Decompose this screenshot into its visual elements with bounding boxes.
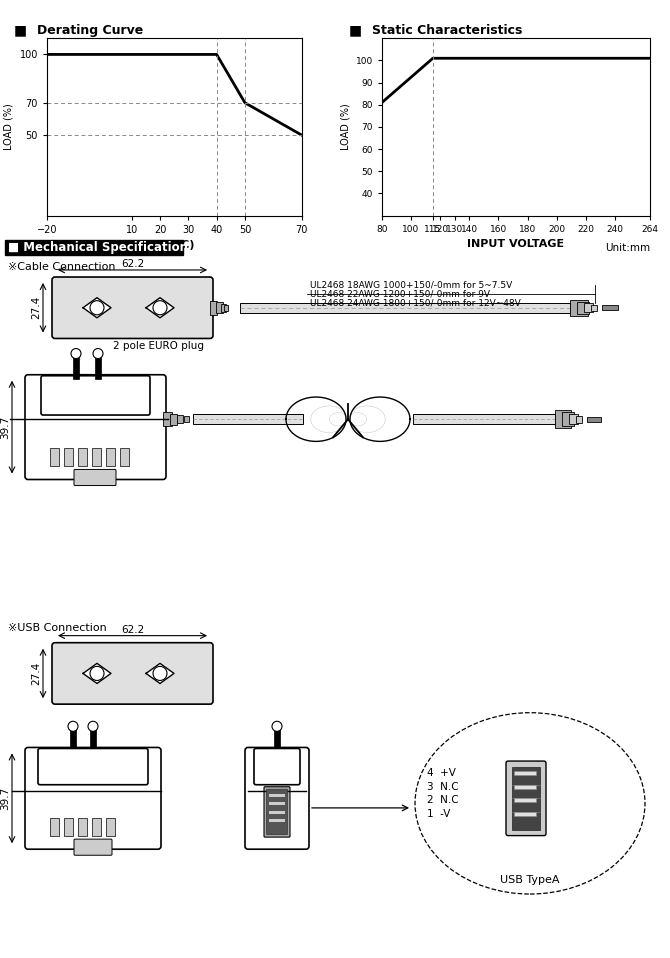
Bar (587, 417, 601, 422)
Text: 1  -V: 1 -V (427, 809, 450, 819)
Polygon shape (83, 298, 111, 318)
FancyBboxPatch shape (74, 839, 112, 855)
Circle shape (272, 721, 282, 731)
Text: ※USB Connection: ※USB Connection (8, 623, 107, 632)
Bar (269, 819, 285, 822)
FancyBboxPatch shape (41, 376, 150, 415)
FancyBboxPatch shape (25, 747, 161, 849)
Bar (92, 448, 101, 467)
Bar (514, 785, 536, 788)
Text: UL2468 22AWG 1200+150/-0mm for 9V: UL2468 22AWG 1200+150/-0mm for 9V (310, 289, 490, 299)
Bar (269, 794, 285, 797)
Text: 62.2: 62.2 (121, 625, 144, 634)
Bar (514, 771, 536, 775)
Circle shape (93, 349, 103, 358)
Text: 3  N.C: 3 N.C (427, 782, 459, 791)
Bar (184, 416, 189, 422)
Text: Derating Curve: Derating Curve (37, 24, 143, 37)
Bar (163, 412, 172, 426)
Text: UL2468 18AWG 1000+150/-0mm for 5~7.5V: UL2468 18AWG 1000+150/-0mm for 5~7.5V (310, 281, 513, 289)
FancyBboxPatch shape (38, 748, 148, 785)
Bar (177, 415, 183, 423)
Bar (90, 723, 96, 748)
Text: ■: ■ (13, 24, 27, 37)
FancyBboxPatch shape (25, 375, 166, 480)
Text: ■: ■ (348, 24, 362, 37)
Bar (70, 723, 76, 748)
FancyBboxPatch shape (506, 761, 546, 835)
Bar (591, 305, 597, 310)
Bar (570, 300, 588, 316)
Text: Unit:mm: Unit:mm (605, 242, 650, 253)
Bar (514, 812, 536, 816)
Bar (106, 818, 115, 836)
Polygon shape (146, 663, 174, 683)
FancyBboxPatch shape (245, 747, 309, 849)
Bar (269, 810, 285, 814)
Bar (64, 818, 73, 836)
Circle shape (71, 349, 81, 358)
Bar (577, 302, 589, 314)
Bar (555, 410, 571, 428)
Bar (106, 448, 115, 467)
Bar (512, 767, 540, 830)
Bar (569, 414, 578, 424)
Text: 39.7: 39.7 (0, 416, 10, 439)
Bar (50, 448, 59, 467)
Bar (5, 240, 183, 255)
Bar (240, 303, 570, 312)
Text: ※Cable Connection: ※Cable Connection (8, 262, 115, 272)
Bar (78, 818, 87, 836)
Bar (269, 802, 285, 805)
FancyBboxPatch shape (254, 748, 300, 785)
Bar (576, 416, 582, 422)
Text: UL2468 24AWG 1800+150/-0mm for 12V~48V: UL2468 24AWG 1800+150/-0mm for 12V~48V (310, 299, 521, 308)
Text: ■ Mechanical Specification: ■ Mechanical Specification (8, 241, 188, 254)
Text: 39.7: 39.7 (0, 787, 10, 810)
Bar (170, 414, 177, 424)
Bar (64, 448, 73, 467)
Bar (193, 414, 303, 424)
Bar (78, 448, 87, 467)
Bar (221, 304, 226, 311)
Bar (216, 302, 222, 313)
FancyBboxPatch shape (74, 469, 116, 486)
Bar (413, 414, 555, 424)
Bar (602, 306, 618, 310)
Bar (120, 448, 129, 467)
Text: Static Characteristics: Static Characteristics (372, 24, 522, 37)
X-axis label: INPUT VOLTAGE: INPUT VOLTAGE (468, 240, 564, 249)
Bar (92, 818, 101, 836)
Text: 27.4: 27.4 (31, 662, 41, 685)
Circle shape (88, 721, 98, 731)
Text: 4  +V: 4 +V (427, 768, 456, 778)
Bar (584, 304, 593, 312)
Polygon shape (146, 298, 174, 318)
Text: USB TypeA: USB TypeA (500, 875, 559, 885)
Circle shape (68, 721, 78, 731)
Text: 27.4: 27.4 (31, 296, 41, 319)
Text: 2  N.C: 2 N.C (427, 795, 459, 806)
Bar (274, 723, 280, 748)
FancyBboxPatch shape (267, 789, 287, 834)
Bar (210, 301, 217, 315)
FancyBboxPatch shape (52, 277, 213, 338)
Bar (562, 412, 574, 426)
Bar (73, 351, 79, 378)
Text: 62.2: 62.2 (121, 259, 144, 269)
Bar (514, 798, 536, 803)
Y-axis label: LOAD (%): LOAD (%) (4, 103, 14, 150)
FancyBboxPatch shape (264, 787, 290, 837)
X-axis label: Ta (℃): Ta (℃) (153, 240, 195, 250)
Bar (224, 305, 228, 310)
Y-axis label: LOAD (%): LOAD (%) (340, 103, 350, 150)
Polygon shape (83, 663, 111, 683)
Bar (95, 351, 101, 378)
FancyBboxPatch shape (52, 643, 213, 704)
Bar (50, 818, 59, 836)
Text: 2 pole EURO plug: 2 pole EURO plug (113, 340, 204, 351)
